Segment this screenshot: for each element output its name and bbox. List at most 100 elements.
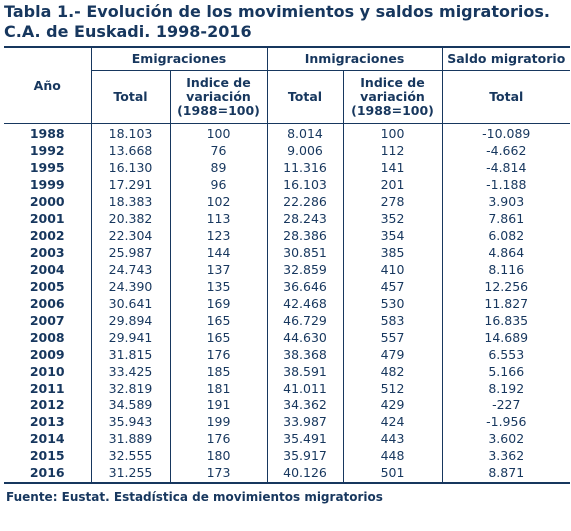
table-row: 2015 32.555 180 35.917 448 3.362 [4, 447, 570, 465]
emigraciones-total-cell: 29.941 [91, 329, 171, 347]
header-emigraciones: Emigraciones [91, 46, 268, 71]
emigraciones-total-cell: 33.425 [91, 363, 171, 381]
emigraciones-total-cell: 31.815 [91, 346, 171, 364]
emigraciones-total-cell: 31.889 [91, 430, 171, 448]
inmigraciones-index-cell: 530 [343, 295, 443, 313]
emigraciones-index-cell: 176 [170, 346, 268, 364]
year-cell: 2007 [4, 312, 92, 330]
emigraciones-index-cell: 185 [170, 363, 268, 381]
year-cell: 2004 [4, 261, 92, 279]
inmigraciones-index-cell: 457 [343, 278, 443, 296]
inmigraciones-total-cell: 22.286 [267, 193, 344, 211]
saldo-total-cell: -1.188 [486, 177, 527, 193]
inmigraciones-index-cell: 448 [343, 447, 443, 465]
title-line-2: C.A. de Euskadi. 1998-2016 [4, 22, 252, 41]
table-row: 2013 35.943 199 33.987 424 -1.956 [4, 413, 570, 431]
inmigraciones-total-cell: 40.126 [267, 464, 344, 484]
year-cell: 2014 [4, 430, 92, 448]
table-title: Tabla 1.- Evolución de los movimientos y… [4, 2, 571, 42]
emigraciones-total-cell: 32.819 [91, 380, 171, 397]
emigraciones-total-cell: 18.383 [91, 193, 171, 211]
emigraciones-total-cell: 24.743 [91, 261, 171, 279]
header-saldo: Saldo migratorio [442, 46, 571, 71]
table-row: 1999 17.291 96 16.103 201 -1.188 [4, 176, 570, 194]
inmigraciones-index-cell: 429 [343, 397, 443, 414]
emigraciones-index-cell: 76 [170, 142, 268, 160]
inmigraciones-index-cell: 557 [343, 329, 443, 347]
year-cell: 2008 [4, 329, 92, 347]
emigraciones-index-cell: 123 [170, 227, 268, 245]
saldo-total-cell: 5.166 [488, 363, 525, 379]
year-cell: 1995 [4, 159, 92, 177]
inmigraciones-index-cell: 501 [343, 464, 443, 484]
saldo-total-cell: 8.871 [442, 464, 571, 484]
table-row: 2000 18.383 102 22.286 278 3.903 [4, 193, 570, 211]
inmigraciones-total-cell: 28.386 [267, 227, 344, 245]
year-cell: 2015 [4, 447, 92, 465]
emigraciones-index-cell: 180 [170, 447, 268, 465]
table-row: 2006 30.641 169 42.468 530 11.827 [4, 295, 570, 313]
inmigraciones-index-cell: 424 [343, 413, 443, 431]
year-cell: 2000 [4, 193, 92, 211]
inmigraciones-total-cell: 44.630 [267, 329, 344, 347]
emigraciones-index-cell: 96 [170, 176, 268, 194]
emigraciones-total-cell: 25.987 [91, 244, 171, 262]
year-cell: 2001 [4, 210, 92, 228]
emigraciones-index-cell: 165 [170, 329, 268, 347]
emigraciones-index-cell: 113 [170, 210, 268, 228]
year-cell: 1999 [4, 176, 92, 194]
header-emi-indice: Indice de variación (1988=100) [170, 70, 268, 124]
saldo-total-cell: 12.256 [484, 278, 529, 294]
saldo-total-cell: 3.602 [488, 431, 525, 447]
emigraciones-total-cell: 32.555 [91, 447, 171, 465]
year-cell: 2012 [4, 397, 92, 414]
emigraciones-total-cell: 31.255 [91, 464, 171, 484]
inmigraciones-total-cell: 46.729 [267, 312, 344, 330]
table-row: 1995 16.130 89 11.316 141 -4.814 [4, 159, 570, 177]
header-inm-total: Total [267, 70, 344, 124]
inmigraciones-index-cell: 479 [343, 346, 443, 364]
inmigraciones-total-cell: 9.006 [267, 142, 344, 160]
saldo-total-cell: 3.362 [488, 448, 525, 464]
emigraciones-index-cell: 102 [170, 193, 268, 211]
inmigraciones-total-cell: 8.014 [267, 123, 344, 143]
emigraciones-index-cell: 181 [170, 380, 268, 397]
inmigraciones-index-cell: 201 [343, 176, 443, 194]
emigraciones-total-cell: 29.894 [91, 312, 171, 330]
table-row: 1992 13.668 76 9.006 112 -4.662 [4, 142, 570, 160]
table-row: 2004 24.743 137 32.859 410 8.116 [4, 261, 570, 279]
saldo-total-cell: 7.861 [488, 211, 525, 227]
table-row: 1988 18.103 100 8.014 100 -10.089 [4, 123, 570, 143]
emigraciones-index-cell: 135 [170, 278, 268, 296]
inmigraciones-total-cell: 35.491 [267, 430, 344, 448]
inmigraciones-index-cell: 352 [343, 210, 443, 228]
year-cell: 2006 [4, 295, 92, 313]
table-row: 2002 22.304 123 28.386 354 6.082 [4, 227, 570, 245]
inmigraciones-total-cell: 30.851 [267, 244, 344, 262]
table-row: 2009 31.815 176 38.368 479 6.553 [4, 346, 570, 364]
inmigraciones-total-cell: 36.646 [267, 278, 344, 296]
header-inmigraciones: Inmigraciones [267, 46, 443, 71]
table-row: 2016 31.255 173 40.126 501 8.871 [4, 464, 571, 484]
saldo-total-cell: 16.835 [484, 312, 529, 328]
year-cell: 2013 [4, 413, 92, 431]
table-row: 2003 25.987 144 30.851 385 4.864 [4, 244, 570, 262]
inmigraciones-total-cell: 11.316 [267, 159, 344, 177]
source-note: Fuente: Eustat. Estadística de movimient… [6, 489, 383, 504]
saldo-total-cell: 11.827 [484, 295, 529, 311]
emigraciones-index-cell: 144 [170, 244, 268, 262]
emigraciones-index-cell: 169 [170, 295, 268, 313]
saldo-total-cell: -4.662 [486, 143, 527, 159]
saldo-total-cell: -10.089 [482, 126, 531, 142]
inmigraciones-total-cell: 32.859 [267, 261, 344, 279]
emigraciones-total-cell: 24.390 [91, 278, 171, 296]
saldo-total-cell: -1.956 [486, 414, 527, 430]
header-year: Año [4, 46, 92, 124]
year-cell: 1988 [4, 123, 92, 143]
saldo-total-cell: 8.192 [488, 380, 525, 396]
year-cell: 2016 [4, 464, 92, 484]
emigraciones-index-cell: 176 [170, 430, 268, 448]
saldo-total-cell: 14.689 [484, 329, 529, 345]
emigraciones-total-cell: 20.382 [91, 210, 171, 228]
saldo-total-cell: -227 [492, 397, 521, 413]
